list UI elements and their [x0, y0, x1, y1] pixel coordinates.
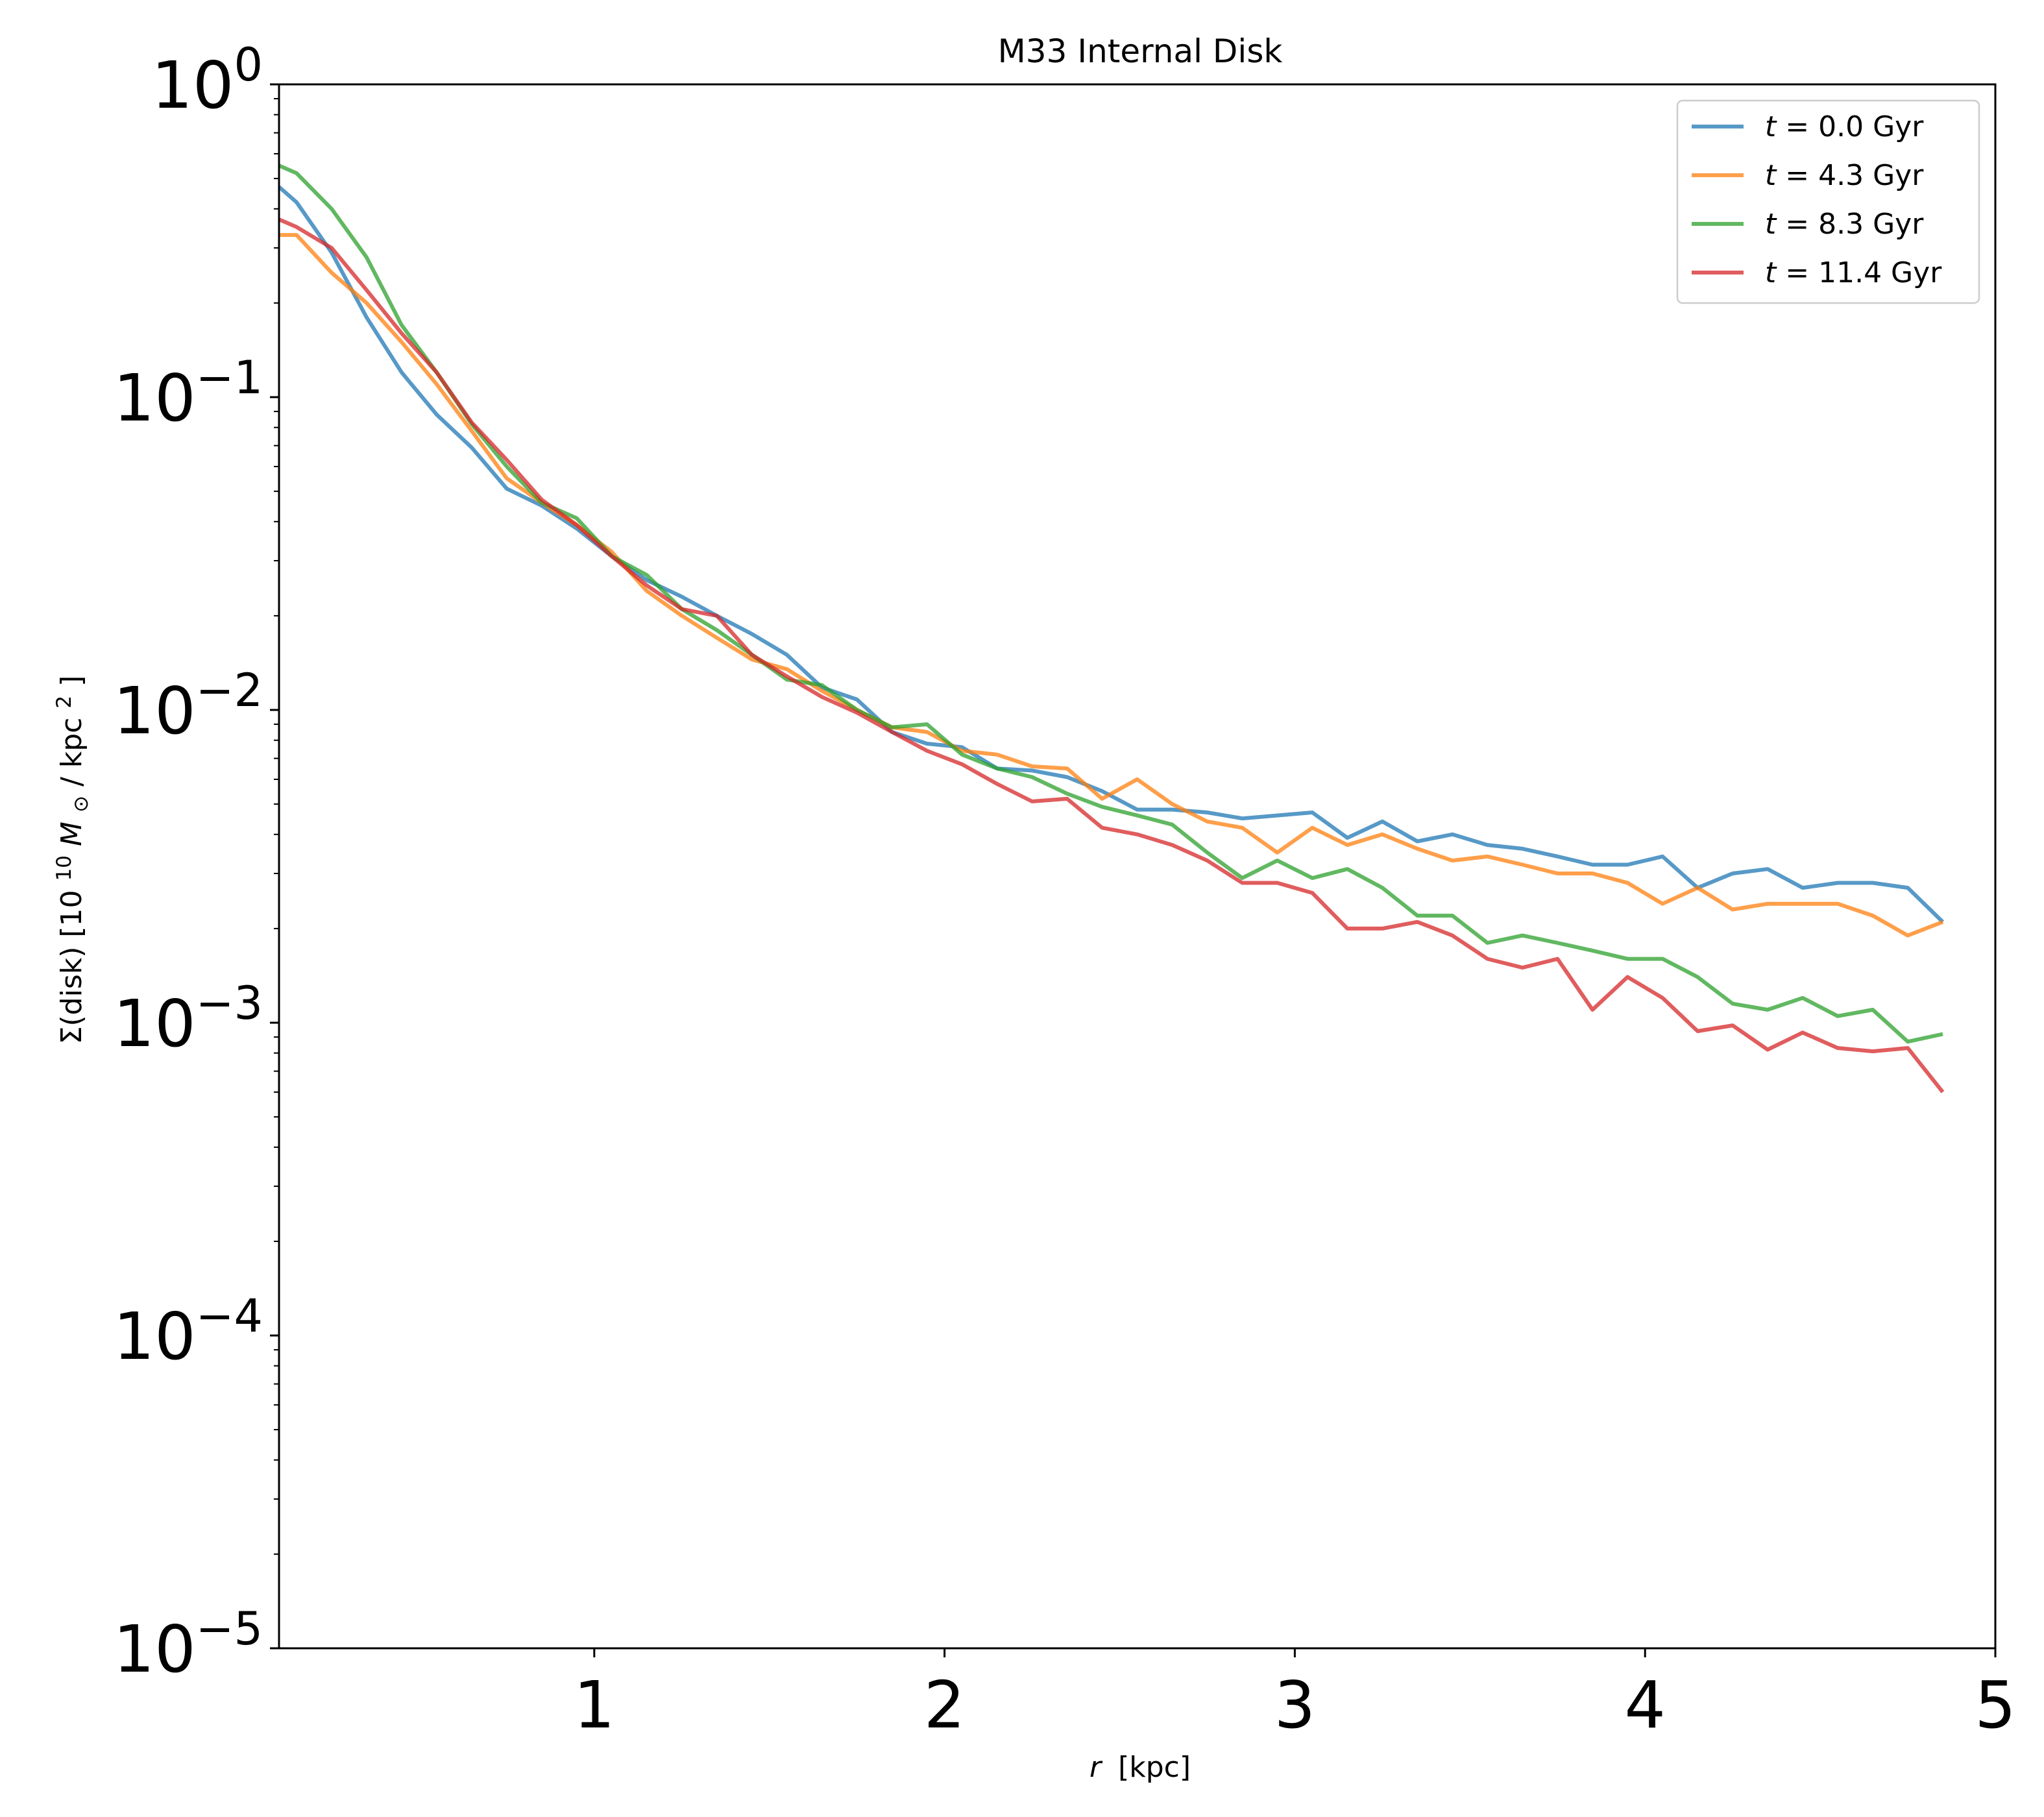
chart-title: M33 Internal Disk — [998, 32, 1283, 70]
x-tick-label-2: 3 — [1274, 1667, 1316, 1743]
y-axis-label-mass: M — [55, 822, 88, 846]
y-tick-label-0: 100 — [151, 38, 263, 123]
y-tick-label-4: 10−4 — [114, 1289, 263, 1374]
plot-frame — [278, 83, 1997, 1650]
y-tick-label-5: 10−5 — [114, 1602, 263, 1687]
legend-label-0: t = 0.0 Gyr — [1765, 110, 1924, 143]
y-tick-label-1: 10−1 — [114, 351, 263, 436]
series-line-3 — [278, 217, 1945, 1093]
y-axis-label-prefix: Σ(disk) [10 — [55, 890, 88, 1044]
legend-label-2: t = 8.3 Gyr — [1765, 208, 1924, 241]
series-line-2 — [278, 164, 1943, 1044]
y-axis-label-sun: ⊙ — [69, 796, 93, 812]
y-tick-label-2: 10−2 — [114, 664, 263, 749]
y-axis-label-suffix: ] — [55, 676, 88, 687]
y-axis-label: Σ(disk) [10 10 M ⊙ / kpc 2 ] — [45, 676, 95, 1045]
x-tick-label-0: 1 — [574, 1667, 615, 1743]
series-line-0 — [278, 185, 1945, 923]
x-axis-unit: [kpc] — [1118, 1751, 1191, 1784]
legend: t = 0.0 Gyr t = 4.3 Gyr t = 8.3 Gyr t = 11.… — [1676, 99, 1980, 304]
x-tick-label-4: 5 — [1975, 1667, 2016, 1743]
y-axis-label-unit-power: 2 — [53, 696, 76, 709]
x-tick-label-1: 2 — [924, 1667, 966, 1743]
x-tick-label-3: 4 — [1624, 1667, 1666, 1743]
legend-label-1: t = 4.3 Gyr — [1765, 159, 1924, 192]
x-axis-symbol: r — [1089, 1751, 1103, 1784]
ticks-layer: 1 2 3 4 5 100 10−1 10−2 10−3 10−4 10−5 — [114, 38, 2016, 1743]
legend-frame — [1676, 99, 1980, 304]
x-axis-label: r [kpc] — [1089, 1751, 1191, 1784]
y-tick-label-3: 10−3 — [114, 977, 263, 1062]
legend-label-3: t = 11.4 Gyr — [1765, 256, 1942, 289]
y-axis-label-unit: / kpc — [55, 718, 88, 787]
series-layer — [278, 164, 1945, 1093]
y-axis-label-power: 10 — [53, 855, 76, 881]
